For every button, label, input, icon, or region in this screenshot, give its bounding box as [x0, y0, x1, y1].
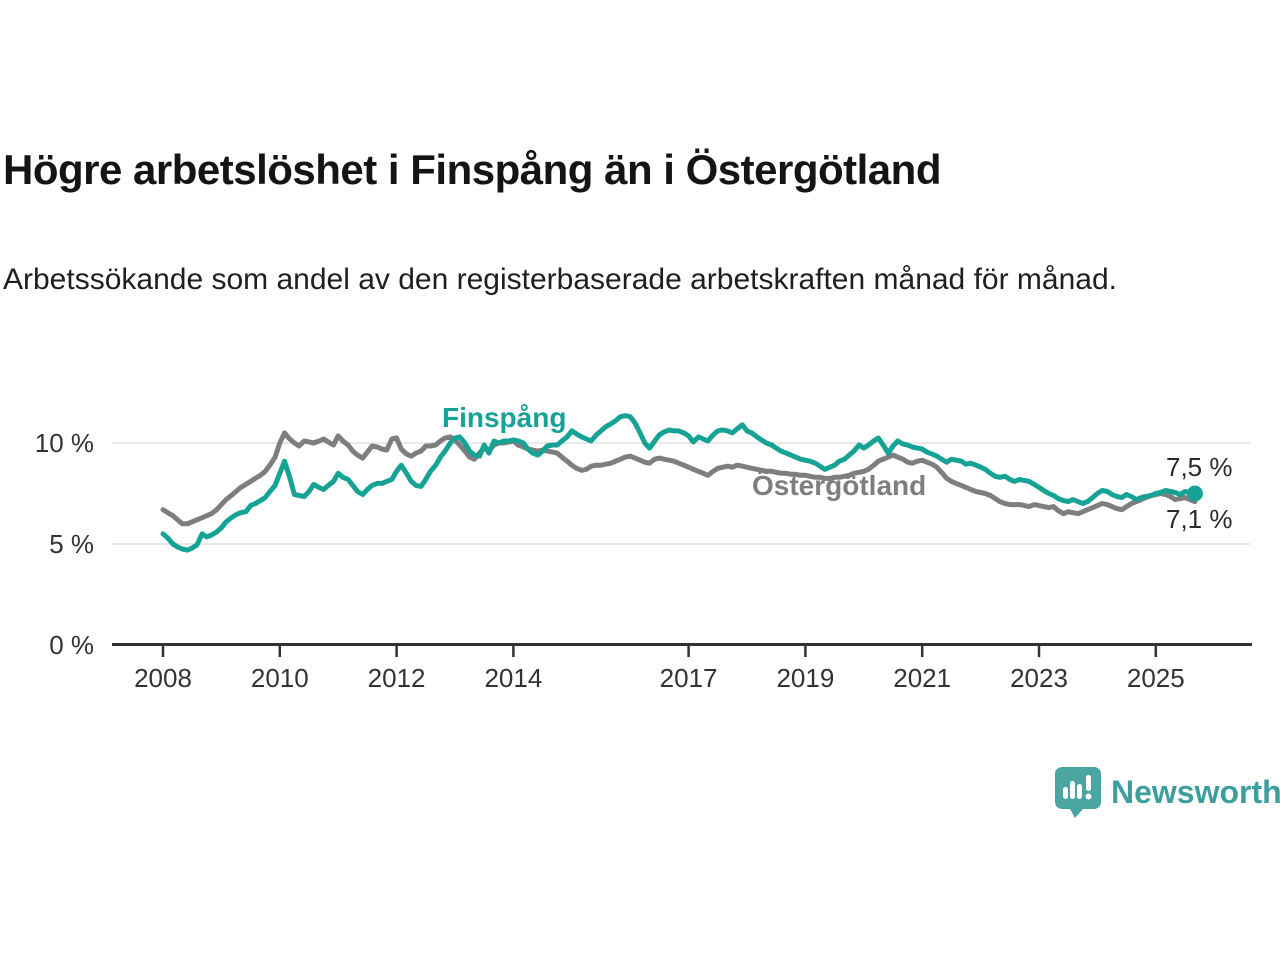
series-end-dot — [1186, 485, 1203, 502]
series-line-stergtland — [160, 430, 1198, 527]
page-title: Högre arbetslöshet i Finspång än i Öster… — [3, 146, 941, 193]
series-line-finspng — [160, 413, 1198, 553]
newsworthy-brand: Newsworthy — [1054, 766, 1280, 818]
x-axis-tick-label: 2019 — [776, 663, 834, 693]
y-axis-tick-label: 10 % — [35, 428, 94, 458]
x-axis-tick-label: 2023 — [1010, 663, 1068, 693]
x-axis-tick-label: 2025 — [1127, 663, 1185, 693]
end-value-label-finspang: 7,5 % — [1166, 452, 1233, 482]
end-value-label-ostergotland: 7,1 % — [1166, 504, 1233, 534]
x-axis-tick-label: 2010 — [251, 663, 309, 693]
y-axis-tick-label: 5 % — [49, 529, 94, 559]
series-label-finspang: Finspång — [442, 402, 567, 433]
x-axis-tick-label: 2008 — [134, 663, 192, 693]
x-axis-tick-label: 2017 — [660, 663, 718, 693]
newsworthy-logo-icon — [1055, 767, 1101, 818]
series-label-ostergotland: Östergötland — [752, 470, 927, 501]
x-axis-tick-label: 2021 — [893, 663, 951, 693]
x-axis-tick-label: 2014 — [484, 663, 542, 693]
newsworthy-brand-text: Newsworthy — [1111, 773, 1280, 810]
chart-subtitle: Arbetssökande som andel av den registerb… — [3, 263, 1117, 296]
x-axis-tick-label: 2012 — [368, 663, 426, 693]
y-axis-tick-label: 0 % — [49, 630, 94, 660]
